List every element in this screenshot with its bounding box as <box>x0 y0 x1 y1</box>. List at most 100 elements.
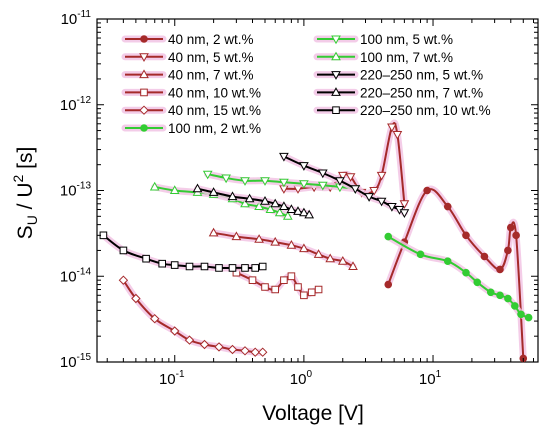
series-1 <box>384 185 528 363</box>
data-point <box>462 231 470 240</box>
data-point <box>279 178 289 188</box>
data-point <box>184 335 195 345</box>
data-point <box>215 264 223 272</box>
legend-label: 100 nm, 2 wt.% <box>168 121 261 136</box>
data-point <box>399 200 410 210</box>
data-point <box>241 264 249 272</box>
series-line <box>213 231 354 268</box>
data-point <box>214 342 224 352</box>
data-point <box>300 291 308 300</box>
legend-label: 100 nm, 5 wt.% <box>360 32 453 47</box>
data-point <box>376 197 387 207</box>
data-point <box>208 227 219 237</box>
series-layer <box>99 119 533 363</box>
data-point <box>240 198 250 208</box>
data-point <box>200 262 209 271</box>
data-point <box>257 347 268 357</box>
data-point <box>169 185 180 194</box>
data-point <box>131 293 141 304</box>
legend-label: 100 nm, 7 wt.% <box>360 50 453 65</box>
data-point <box>254 201 264 210</box>
data-point <box>364 193 374 202</box>
data-point <box>185 262 194 271</box>
legend-item: 40 nm, 10 wt.% <box>121 85 261 100</box>
data-point <box>192 183 203 193</box>
data-point <box>317 181 328 191</box>
data-point <box>443 257 452 265</box>
y-axis-title-unit: [s] <box>14 147 37 175</box>
legend-marker <box>331 71 341 80</box>
data-point <box>271 285 279 294</box>
series-line <box>122 279 263 354</box>
data-point <box>337 171 348 181</box>
tick-layer: 10-1 100 101 10-15 10-14 10-13 10-12 10-11 <box>60 9 538 388</box>
data-point <box>286 204 297 213</box>
series-line <box>154 186 289 218</box>
data-point <box>250 347 260 357</box>
data-point <box>221 174 231 184</box>
data-point <box>227 191 238 201</box>
y-axis-title-base: S <box>14 225 37 239</box>
data-point <box>279 152 289 162</box>
legend-marker <box>139 69 149 79</box>
legend-label: 40 nm, 7 wt.% <box>168 68 254 83</box>
data-point <box>227 344 238 355</box>
data-point <box>506 223 515 232</box>
x-tick-label: 10-1 <box>159 369 185 388</box>
data-point <box>260 195 270 205</box>
data-point <box>387 203 397 212</box>
data-point <box>486 288 495 297</box>
data-point <box>299 207 309 217</box>
data-point <box>348 261 358 270</box>
data-point <box>350 185 361 194</box>
data-point <box>149 313 160 324</box>
series-6 <box>384 232 533 322</box>
data-point <box>280 276 288 284</box>
x-axis-title: Voltage [V] <box>262 402 364 425</box>
data-point <box>251 264 259 272</box>
legend-item: 40 nm, 15 wt.% <box>121 103 261 118</box>
data-point <box>299 162 309 171</box>
data-point <box>270 198 281 208</box>
data-point <box>240 177 250 186</box>
legend-marker <box>139 105 149 115</box>
legend-marker <box>331 35 341 45</box>
data-point <box>345 173 356 182</box>
data-point <box>335 177 345 186</box>
data-point <box>149 181 160 191</box>
series-11 <box>99 231 267 272</box>
data-point <box>384 280 393 289</box>
data-point <box>274 207 285 217</box>
data-point <box>317 169 328 179</box>
data-point <box>202 170 213 180</box>
legend-label: 220–250 nm, 7 wt.% <box>360 85 483 100</box>
series-line-halo <box>384 185 527 362</box>
data-point <box>118 275 129 285</box>
data-point <box>387 123 397 133</box>
legend-label: 220–250 nm, 10 wt.% <box>360 103 491 118</box>
data-point <box>384 232 393 241</box>
legend-item: 220–250 nm, 7 wt.% <box>313 85 483 100</box>
data-point <box>423 186 431 195</box>
legend-item: 220–250 nm, 5 wt.% <box>313 68 483 83</box>
y-tick-label: 10-14 <box>60 266 92 285</box>
series-3 <box>208 227 358 270</box>
data-point <box>260 177 270 186</box>
y-tick-label: 10-12 <box>60 95 92 114</box>
data-point <box>392 131 403 140</box>
data-point <box>99 231 108 240</box>
data-point <box>282 211 293 220</box>
data-point <box>496 265 504 274</box>
data-point <box>270 236 281 246</box>
data-point <box>416 250 425 259</box>
data-point <box>254 234 264 243</box>
data-point <box>170 261 179 269</box>
y-tick-label: 10-11 <box>61 9 92 28</box>
series-4 <box>232 268 323 300</box>
y-tick-label: 10-15 <box>60 352 92 371</box>
legend-marker <box>331 51 341 61</box>
series-9 <box>279 152 410 219</box>
data-point <box>279 201 289 210</box>
series-10 <box>192 183 315 219</box>
